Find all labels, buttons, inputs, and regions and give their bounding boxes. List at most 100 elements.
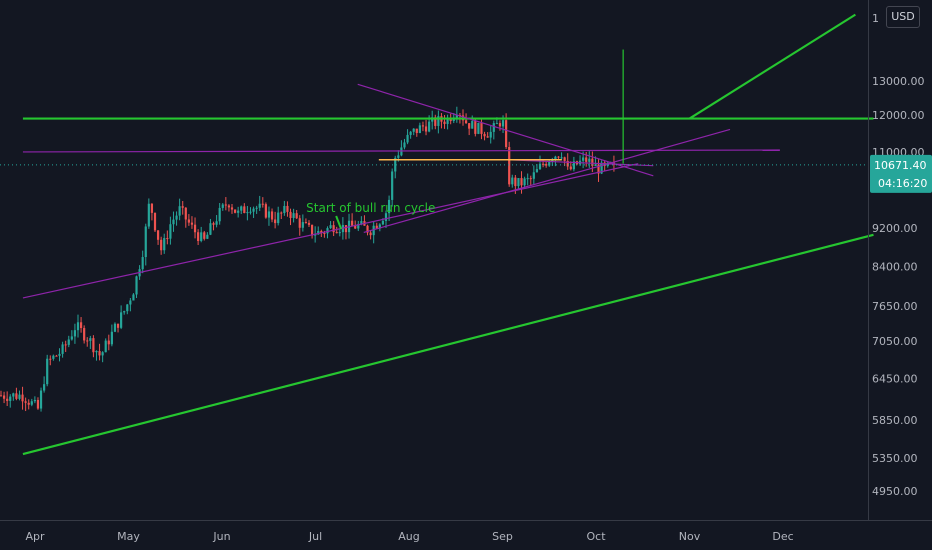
price-tick-label: 4950.00 — [872, 485, 918, 498]
candle-body — [98, 351, 101, 356]
candle-body — [101, 352, 104, 356]
candle-body — [95, 351, 98, 353]
time-tick-label: Sep — [492, 530, 513, 543]
candle-body — [76, 322, 80, 331]
trendline[interactable] — [357, 83, 654, 177]
candle-body — [18, 394, 21, 399]
trendline[interactable] — [688, 13, 856, 120]
trendline[interactable] — [22, 163, 639, 299]
candle-body — [46, 358, 49, 385]
candle-body — [160, 239, 163, 251]
candle-body — [92, 338, 95, 353]
candle-body — [560, 157, 563, 159]
trendline[interactable] — [22, 233, 874, 456]
candle-body — [501, 120, 505, 127]
candle-body — [375, 225, 378, 229]
candle-body — [27, 402, 30, 405]
currency-button[interactable]: USD — [886, 6, 920, 28]
price-tick-label: 9200.00 — [872, 222, 918, 235]
candle-body — [529, 178, 532, 180]
candle-body — [258, 203, 261, 208]
candle-body — [538, 163, 542, 170]
candle-body — [548, 161, 551, 166]
candle-body — [520, 178, 523, 186]
candle-body — [270, 211, 274, 220]
candle-body — [505, 120, 508, 147]
candle-body — [391, 171, 394, 200]
candle-body — [295, 213, 298, 219]
candle-body — [274, 219, 277, 224]
candle-body — [292, 213, 295, 218]
candle-body — [566, 160, 569, 167]
candle-body — [277, 212, 280, 224]
candle-body — [514, 177, 517, 187]
candle-body — [246, 212, 249, 214]
candle-body — [526, 178, 529, 180]
time-tick-label: Apr — [25, 530, 45, 543]
candle-body — [387, 199, 391, 214]
candle-body — [541, 163, 545, 165]
price-tick-label: 7650.00 — [872, 300, 918, 313]
candle-body — [409, 131, 412, 135]
price-tick-label: 1 — [872, 12, 879, 25]
candle-body — [412, 128, 415, 132]
time-axis[interactable]: Apr May Jun Jul Aug Sep Oct Nov Dec — [0, 520, 932, 544]
candle-body — [153, 212, 157, 231]
candle-body — [144, 226, 147, 258]
price-axis[interactable]: 4950.00 5350.00 5850.00 6450.00 7050.00 7650.… — [868, 0, 932, 520]
candle-body — [252, 208, 255, 212]
candle-body — [600, 162, 603, 174]
candle-body — [588, 158, 591, 162]
candle-body — [89, 338, 92, 341]
candle-body — [535, 169, 539, 173]
time-tick-label: Jul — [308, 530, 322, 543]
candle-body — [597, 164, 600, 174]
candle-body — [150, 203, 154, 213]
trendline[interactable] — [363, 128, 731, 234]
candle-body — [190, 222, 194, 225]
candle-body — [163, 238, 166, 251]
candle-body — [468, 123, 471, 129]
candle-body — [508, 146, 511, 185]
candle-body — [366, 225, 369, 233]
candle-body — [286, 205, 289, 212]
candle-body — [203, 232, 206, 239]
candle-body — [233, 209, 237, 213]
candle-body — [36, 400, 40, 409]
candle-body — [0, 395, 3, 397]
candle-body — [104, 340, 107, 353]
candle-body — [563, 157, 566, 161]
candle-body — [434, 117, 437, 126]
candle-body — [381, 220, 385, 225]
candle-body — [474, 120, 477, 134]
candle-body — [187, 219, 190, 223]
candle-body — [132, 294, 135, 301]
candle-body — [585, 157, 588, 162]
candle-body — [289, 211, 292, 218]
candle-body — [317, 230, 320, 235]
candle-body — [351, 220, 354, 226]
candle-body — [344, 225, 348, 233]
candle-body — [107, 340, 110, 345]
current-price-label: 10671.40 — [874, 159, 927, 172]
candle-body — [280, 212, 283, 214]
candle-body — [58, 353, 61, 356]
drawing-tools[interactable] — [0, 13, 874, 456]
candle-body — [30, 401, 33, 405]
annotation-text: Start of bull run cycle — [306, 201, 435, 215]
time-tick-label: Oct — [586, 530, 606, 543]
candle-body — [569, 166, 572, 170]
candle-body — [110, 331, 113, 345]
price-tick-label: 12000.00 — [872, 109, 925, 122]
price-tick-label: 5850.00 — [872, 414, 918, 427]
candle-body — [354, 225, 357, 229]
candle-body — [424, 126, 428, 132]
candle-body — [86, 340, 89, 342]
candle-body — [511, 177, 514, 185]
candle-body — [73, 330, 77, 337]
annotation-pointer — [335, 215, 343, 230]
candle-body — [394, 157, 397, 172]
candle-body — [172, 219, 175, 225]
candle-body — [338, 232, 341, 234]
